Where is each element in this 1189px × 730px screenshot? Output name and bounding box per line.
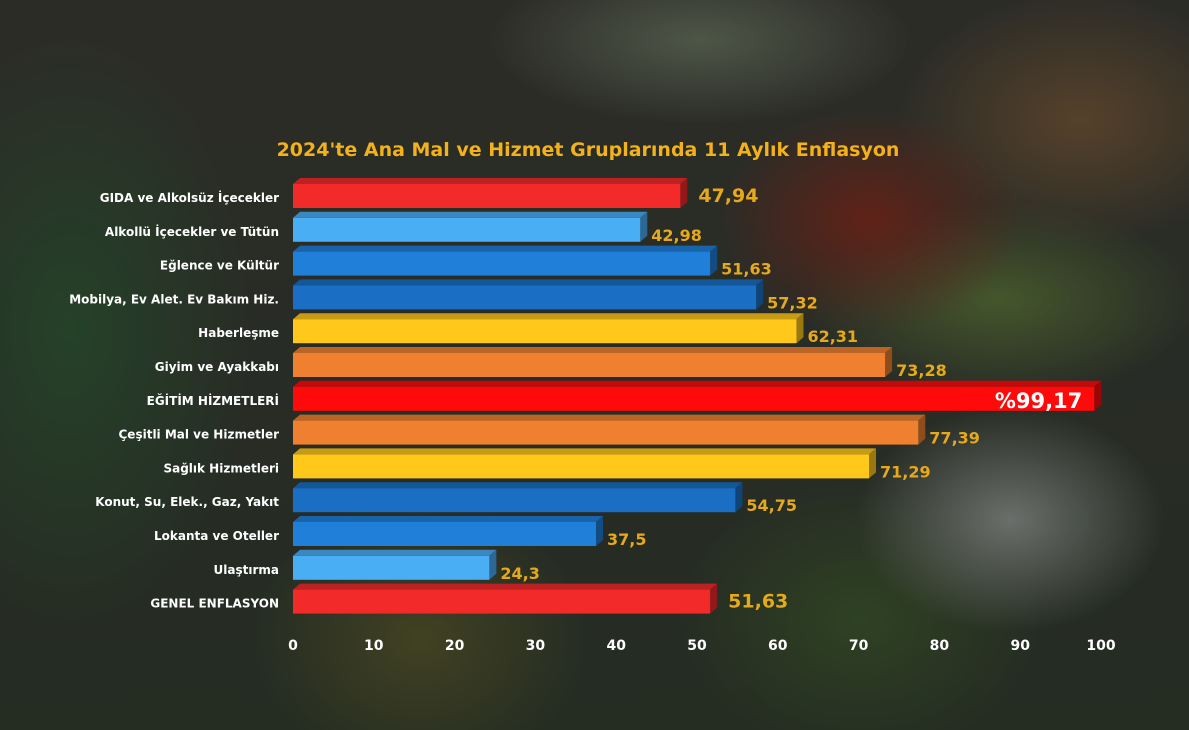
x-tick-label: 0 — [288, 638, 298, 654]
bar-top-face — [293, 313, 804, 320]
bar-top-face — [293, 583, 718, 590]
x-axis-ticks: 0 10 20 30 40 50 60 70 80 90 100 — [288, 638, 1116, 654]
x-tick-label: 40 — [606, 638, 626, 654]
chart-title: 2024'te Ana Mal ve Hizmet Gruplarında 11… — [277, 139, 900, 161]
bar — [293, 386, 1095, 411]
bar — [293, 251, 711, 276]
bar — [293, 184, 681, 208]
category-label: Sağlık Hizmetleri — [163, 461, 279, 475]
x-tick-label: 60 — [768, 638, 788, 654]
bar — [293, 522, 596, 546]
x-tick-label: 50 — [687, 638, 707, 654]
bar-row: Ulaştırma 24,3 — [214, 549, 540, 583]
value-label: 77,39 — [929, 429, 980, 448]
value-label: 73,28 — [896, 361, 947, 380]
bar-top-face — [293, 211, 648, 218]
category-label: Çeşitli Mal ve Hizmetler — [119, 428, 280, 442]
bar-top-face — [293, 380, 1102, 387]
bar-side-face — [918, 414, 926, 445]
x-tick-label: 30 — [526, 638, 546, 654]
bar-top-face — [293, 245, 718, 252]
x-tick-label: 80 — [930, 638, 950, 654]
category-label: Lokanta ve Oteller — [154, 529, 279, 543]
bar-top-face — [293, 414, 926, 421]
value-label: %99,17 — [995, 389, 1082, 413]
bar — [293, 420, 919, 445]
bar-row: Konut, Su, Elek., Gaz, Yakıt 54,75 — [95, 482, 797, 515]
category-label: Giyim ve Ayakkabı — [155, 360, 279, 374]
bar-top-face — [293, 482, 743, 489]
bar-row: Giyim ve Ayakkabı 73,28 — [155, 347, 947, 380]
bar-top-face — [293, 178, 688, 184]
bar-row: Mobilya, Ev Alet. Ev Bakım Hiz. 57,32 — [69, 279, 818, 312]
bar-side-face — [640, 211, 648, 242]
bar-side-face — [869, 448, 877, 479]
bar-row: GIDA ve Alkolsüz İçecekler 47,94 — [100, 178, 758, 208]
bar — [293, 319, 797, 344]
bar — [293, 454, 870, 479]
bar-side-face — [596, 516, 603, 546]
bar-row: Eğlence ve Kültür 51,63 — [160, 245, 772, 279]
category-label: Eğlence ve Kültür — [160, 259, 279, 273]
bar-top-face — [293, 347, 893, 353]
bar-row: Haberleşme 62,31 — [198, 313, 858, 346]
bar-row: Lokanta ve Oteller 37,5 — [154, 516, 646, 549]
bar-row: GENEL ENFLASYON 51,63 — [150, 583, 788, 614]
bar-side-face — [489, 549, 497, 580]
value-label: 62,31 — [807, 327, 858, 346]
x-tick-label: 100 — [1086, 638, 1115, 654]
bar-side-face — [885, 347, 893, 377]
bar — [293, 589, 711, 614]
value-label: 71,29 — [880, 462, 931, 481]
x-tick-label: 90 — [1010, 638, 1030, 654]
value-label: 51,63 — [721, 260, 772, 279]
value-label: 54,75 — [746, 496, 797, 515]
bar-side-face — [735, 482, 743, 513]
bar-side-face — [710, 583, 718, 614]
bar — [293, 353, 886, 377]
category-label: Alkollü İçecekler ve Tütün — [105, 224, 279, 239]
category-label: Mobilya, Ev Alet. Ev Bakım Hiz. — [69, 292, 279, 306]
x-tick-label: 70 — [849, 638, 869, 654]
bar-side-face — [710, 245, 718, 276]
bar-side-face — [1094, 380, 1102, 411]
value-label: 42,98 — [651, 226, 702, 245]
category-label: GIDA ve Alkolsüz İçecekler — [100, 190, 279, 205]
bar-top-face — [293, 549, 497, 556]
bar-row: EĞİTİM HİZMETLERİ %99,17 — [147, 380, 1102, 413]
category-label: Ulaştırma — [214, 563, 279, 577]
bar-row: Çeşitli Mal ve Hizmetler 77,39 — [119, 414, 980, 448]
category-label: GENEL ENFLASYON — [150, 597, 279, 611]
x-tick-label: 10 — [364, 638, 384, 654]
bar-row: Sağlık Hizmetleri 71,29 — [163, 448, 931, 481]
bar-top-face — [293, 279, 764, 286]
category-label: EĞİTİM HİZMETLERİ — [147, 393, 279, 408]
x-tick-label: 20 — [445, 638, 465, 654]
value-label: 24,3 — [500, 564, 539, 583]
value-label: 51,63 — [728, 591, 788, 613]
category-label: Haberleşme — [198, 326, 279, 340]
bar-side-face — [680, 178, 688, 208]
bar — [293, 488, 736, 513]
value-label: 37,5 — [607, 530, 646, 549]
bar-top-face — [293, 448, 877, 455]
bar — [293, 285, 757, 310]
value-label: 57,32 — [767, 293, 818, 312]
bar-side-face — [796, 313, 804, 344]
bar — [293, 555, 490, 580]
category-label: Konut, Su, Elek., Gaz, Yakıt — [95, 495, 279, 509]
bar-side-face — [756, 279, 764, 310]
bar-row: Alkollü İçecekler ve Tütün 42,98 — [105, 211, 702, 245]
bar — [293, 217, 641, 242]
bars-group: GIDA ve Alkolsüz İçecekler 47,94 Alkollü İ… — [69, 178, 1102, 614]
bar-top-face — [293, 516, 603, 522]
value-label: 47,94 — [698, 185, 758, 207]
